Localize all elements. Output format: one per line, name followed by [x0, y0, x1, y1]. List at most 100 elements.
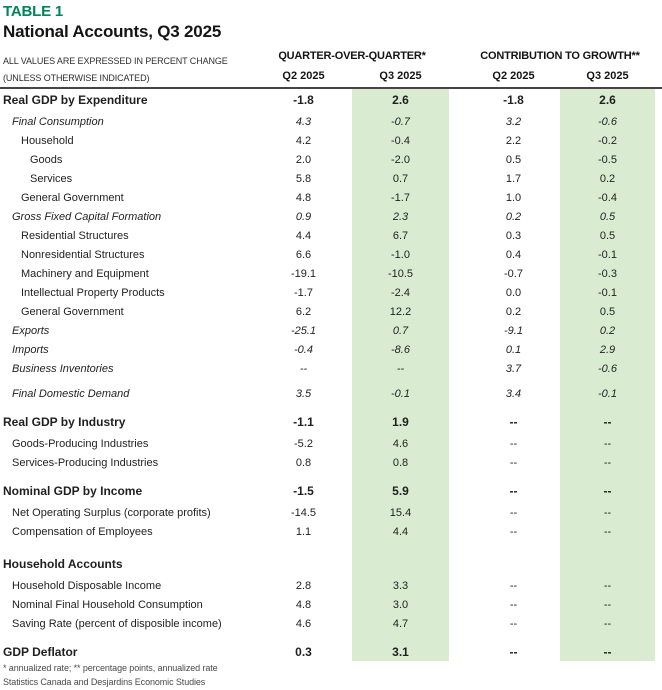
cell-value: -0.4 [598, 192, 617, 204]
group-header-contribution-to-growth: CONTRIBUTION TO GROWTH** [480, 50, 640, 62]
cell-value: 4.6 [392, 438, 409, 450]
cell-value: -- [603, 438, 612, 450]
cell-value: -0.5 [598, 154, 617, 166]
row-label: Nominal Final Household Consumption [12, 599, 203, 611]
column-group-spacer [449, 91, 467, 110]
row-label: Compensation of Employees [12, 526, 153, 538]
units-note: ALL VALUES ARE EXPRESSED IN PERCENT CHAN… [3, 53, 253, 87]
table-row: Business Inventories -- -- 3.7 -0.6 [0, 360, 662, 379]
cell-value: 6.7 [392, 230, 409, 242]
cell-value: -- [603, 580, 612, 592]
column-group-spacer [449, 523, 467, 542]
row-label: Imports [12, 344, 49, 356]
column-group-spacer [449, 555, 467, 574]
table-row: Nonresidential Structures 6.6 -1.0 0.4 -0.1 [0, 246, 662, 265]
column-header-qoq-q2-2025: Q2 2025 [282, 70, 325, 82]
cell-value [255, 555, 352, 574]
table-row: Household 4.2 -0.4 2.2 -0.2 [0, 132, 662, 151]
table-row: General Government 4.8 -1.7 1.0 -0.4 [0, 189, 662, 208]
cell-value: 0.5 [505, 154, 522, 166]
cell-value: -0.1 [598, 249, 617, 261]
table-row: Goods 2.0 -2.0 0.5 -0.5 [0, 151, 662, 170]
cell-value: 1.1 [295, 526, 312, 538]
cell-value: -- [603, 645, 612, 659]
q3-2025-highlight-band-ctg [560, 89, 655, 661]
cell-value: -8.6 [391, 344, 410, 356]
column-group-spacer [449, 413, 467, 432]
table-row: Real GDP by Expenditure -1.8 2.6 -1.8 2.6 [0, 91, 662, 110]
row-label: Services-Producing Industries [12, 457, 159, 469]
cell-value [467, 555, 560, 574]
cell-value: 15.4 [389, 507, 412, 519]
cell-value [352, 555, 449, 574]
column-group-spacer [449, 208, 467, 227]
cell-value: 0.9 [295, 211, 312, 223]
page-title: National Accounts, Q3 2025 [3, 22, 222, 41]
table-row: Goods-Producing Industries -5.2 4.6 -- -- [0, 435, 662, 454]
column-group-spacer [449, 482, 467, 501]
row-label: Goods [30, 154, 63, 166]
cell-value: -- [509, 484, 518, 498]
cell-value: -1.7 [294, 287, 313, 299]
cell-value: -- [603, 415, 612, 429]
cell-value: -14.5 [290, 507, 317, 519]
row-label: Goods-Producing Industries [12, 438, 149, 450]
cell-value: 2.3 [392, 211, 409, 223]
cell-value: -1.8 [503, 93, 524, 107]
table-row: Final Consumption 4.3 -0.7 3.2 -0.6 [0, 113, 662, 132]
row-label: Machinery and Equipment [21, 268, 149, 280]
column-group-spacer [449, 341, 467, 360]
cell-value: 2.6 [392, 93, 409, 107]
cell-value: 0.3 [295, 645, 312, 659]
cell-value: -9.1 [504, 325, 523, 337]
cell-value: 0.5 [599, 306, 616, 318]
cell-value: 0.2 [599, 325, 616, 337]
cell-value: -- [509, 580, 518, 592]
row-label: Final Domestic Demand [12, 388, 130, 400]
cell-value: 3.7 [505, 363, 522, 375]
cell-value: 4.2 [295, 135, 312, 147]
cell-value: 0.2 [599, 173, 616, 185]
table-row: Imports -0.4 -8.6 0.1 2.9 [0, 341, 662, 360]
cell-value: -- [509, 507, 518, 519]
column-group-spacer [449, 189, 467, 208]
column-header-ctg-q2-2025: Q2 2025 [492, 70, 535, 82]
units-note-line2: (UNLESS OTHERWISE INDICATED) [3, 73, 150, 83]
table-row: Machinery and Equipment -19.1 -10.5 -0.7 -0.… [0, 265, 662, 284]
cell-value: 0.5 [599, 230, 616, 242]
row-label: Nominal GDP by Income [3, 484, 143, 498]
cell-value: -5.2 [294, 438, 313, 450]
column-group-spacer [449, 577, 467, 596]
column-group-spacer [449, 643, 467, 662]
column-group-spacer [449, 246, 467, 265]
column-group-spacer [449, 132, 467, 151]
cell-value: 2.2 [505, 135, 522, 147]
table-number-label: TABLE 1 [3, 3, 63, 20]
cell-value: -- [509, 618, 518, 630]
cell-value: 4.6 [295, 618, 312, 630]
column-group-spacer [449, 265, 467, 284]
cell-value: 4.4 [295, 230, 312, 242]
column-group-spacer [449, 227, 467, 246]
cell-value: 3.5 [295, 388, 312, 400]
q3-2025-highlight-band-qoq [352, 89, 449, 661]
column-group-spacer [449, 504, 467, 523]
cell-value: 2.6 [599, 93, 616, 107]
table-row: Nominal Final Household Consumption 4.8 3.… [0, 596, 662, 615]
table-row: Final Domestic Demand 3.5 -0.1 3.4 -0.1 [0, 385, 662, 404]
column-group-spacer [449, 113, 467, 132]
cell-value: 6.6 [295, 249, 312, 261]
cell-value: -- [603, 599, 612, 611]
table-row: Compensation of Employees 1.1 4.4 -- -- [0, 523, 662, 542]
cell-value [560, 555, 655, 574]
column-headers: Q2 2025 Q3 2025 Q2 2025 Q3 2025 [0, 70, 662, 85]
cell-value: -2.0 [391, 154, 410, 166]
column-header-qoq-q3-2025: Q3 2025 [379, 70, 422, 82]
cell-value: 12.2 [389, 306, 412, 318]
cell-value: -1.7 [391, 192, 410, 204]
row-label: Exports [12, 325, 50, 337]
cell-value: 3.1 [392, 645, 409, 659]
cell-value: 2.9 [599, 344, 616, 356]
cell-value: 3.0 [392, 599, 409, 611]
cell-value: 3.4 [505, 388, 522, 400]
